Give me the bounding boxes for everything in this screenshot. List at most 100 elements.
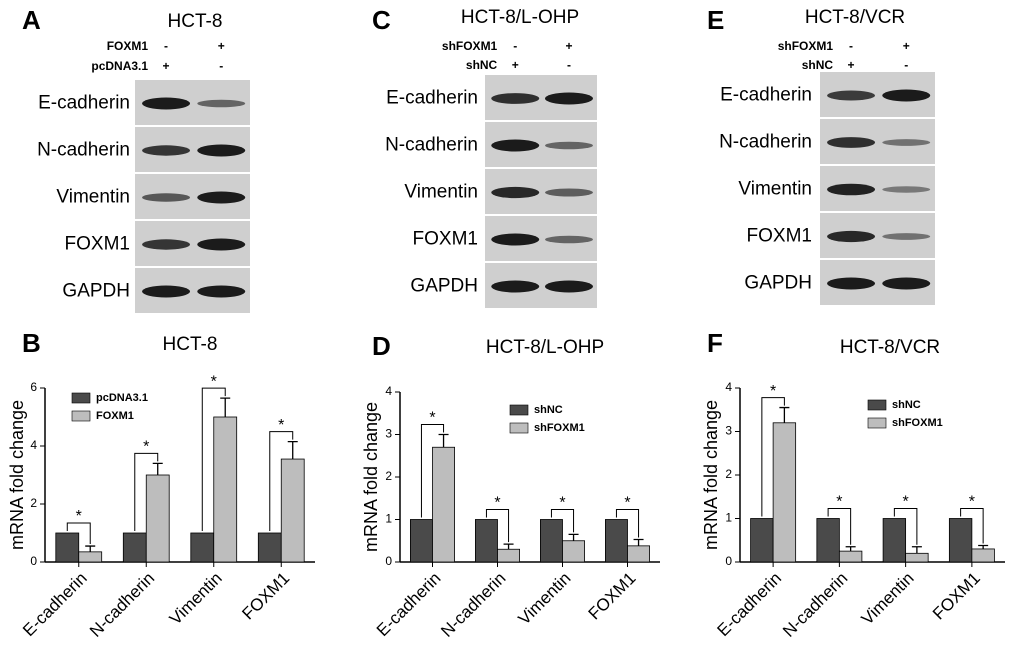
blot-title: HCT-8/VCR	[805, 7, 905, 28]
x-tick-label: E-cadherin	[19, 569, 91, 641]
blot-title: HCT-8	[168, 11, 223, 32]
protein-label: N-cadherin	[37, 140, 130, 161]
blot-band	[197, 99, 246, 108]
significance-bracket	[420, 424, 445, 518]
x-tick-label: N-cadherin	[437, 569, 509, 641]
protein-label: GAPDH	[410, 276, 478, 297]
bar	[55, 532, 80, 563]
error-bar	[85, 545, 96, 552]
panel-letter: F	[707, 328, 723, 358]
panel-letter: E	[707, 5, 724, 35]
significance-bracket	[269, 431, 294, 531]
legend-swatch	[71, 392, 91, 404]
significance-label: *	[143, 439, 149, 456]
significance-bracket	[761, 397, 785, 517]
y-tick-label: 3	[385, 427, 392, 441]
condition-sign: -	[219, 59, 223, 73]
significance-label: *	[903, 494, 909, 511]
protein-label: FOXM1	[65, 234, 130, 255]
bar	[816, 518, 840, 563]
blot-band	[197, 144, 246, 157]
bar	[190, 532, 215, 563]
blot-band	[827, 137, 876, 148]
significance-label: *	[770, 383, 776, 400]
blot-band	[197, 191, 246, 204]
protein-label: E-cadherin	[720, 85, 812, 106]
significance-bracket	[134, 452, 159, 531]
legend-label: pcDNA3.1	[96, 392, 148, 404]
protein-label: N-cadherin	[385, 135, 478, 156]
legend-label: shNC	[892, 399, 921, 411]
x-tick-label: FOXM1	[585, 569, 640, 624]
condition-name: shFOXM1	[778, 39, 834, 53]
blot-band	[882, 139, 931, 146]
error-bar	[978, 544, 989, 549]
legend-swatch	[509, 422, 529, 434]
bar	[605, 519, 628, 563]
x-tick-label: Vimentin	[166, 569, 226, 629]
legend-label: FOXM1	[96, 410, 134, 422]
condition-sign: +	[512, 58, 519, 72]
error-bar	[287, 441, 298, 460]
blot-band	[491, 93, 540, 104]
significance-label: *	[76, 508, 82, 525]
condition-name: FOXM1	[107, 39, 149, 53]
y-tick-label: 0	[30, 554, 37, 568]
bar	[750, 518, 774, 563]
error-bar	[779, 406, 790, 423]
significance-bracket	[960, 508, 984, 544]
x-tick-label: E-cadherin	[714, 569, 786, 641]
y-tick-label: 2	[385, 469, 392, 483]
y-tick-label: 2	[30, 496, 37, 510]
condition-name: pcDNA3.1	[91, 59, 148, 73]
blot-band	[827, 230, 876, 243]
condition-sign: -	[567, 58, 571, 72]
protein-label: Vimentin	[738, 179, 812, 200]
blot-band	[491, 139, 540, 152]
error-bar	[503, 543, 514, 550]
condition-sign: +	[163, 59, 170, 73]
bar	[474, 519, 498, 563]
bar	[432, 446, 456, 563]
significance-label: *	[836, 494, 842, 511]
bar	[905, 552, 929, 563]
legend-label: shFOXM1	[892, 417, 943, 429]
x-tick-label: N-cadherin	[86, 569, 158, 641]
bar	[948, 518, 973, 563]
blot-band	[142, 145, 191, 156]
legend-label: shFOXM1	[534, 422, 585, 434]
significance-bracket	[66, 522, 91, 545]
y-tick-label: 0	[725, 554, 732, 568]
protein-label: FOXM1	[747, 226, 812, 247]
condition-sign: +	[903, 39, 910, 53]
condition-name: shNC	[466, 58, 498, 72]
significance-bracket	[827, 508, 852, 545]
y-tick-label: 4	[385, 384, 392, 398]
protein-label: E-cadherin	[38, 93, 130, 114]
panel-letter: B	[22, 328, 41, 358]
condition-sign: +	[565, 39, 572, 53]
blot-band	[142, 193, 191, 202]
legend-label: shNC	[534, 404, 563, 416]
condition-sign: -	[513, 39, 517, 53]
error-bar	[220, 397, 231, 417]
significance-bracket	[550, 509, 575, 533]
y-tick-label: 1	[725, 511, 732, 525]
significance-bracket	[485, 509, 510, 543]
blot-band	[545, 235, 593, 244]
blot-band	[545, 188, 593, 197]
significance-bracket	[615, 509, 640, 538]
protein-label: Vimentin	[56, 187, 130, 208]
blot-band	[827, 277, 876, 290]
significance-bracket	[893, 508, 918, 545]
chart-title: HCT-8/VCR	[840, 337, 940, 358]
bar	[122, 532, 147, 563]
y-tick-label: 4	[725, 380, 732, 394]
y-axis-label: mRNA fold change	[7, 400, 27, 550]
x-tick-label: FOXM1	[238, 569, 293, 624]
protein-label: GAPDH	[744, 273, 812, 294]
bar	[145, 474, 170, 563]
legend-swatch	[867, 399, 887, 411]
panel-letter: D	[372, 331, 391, 361]
significance-label: *	[559, 495, 565, 512]
